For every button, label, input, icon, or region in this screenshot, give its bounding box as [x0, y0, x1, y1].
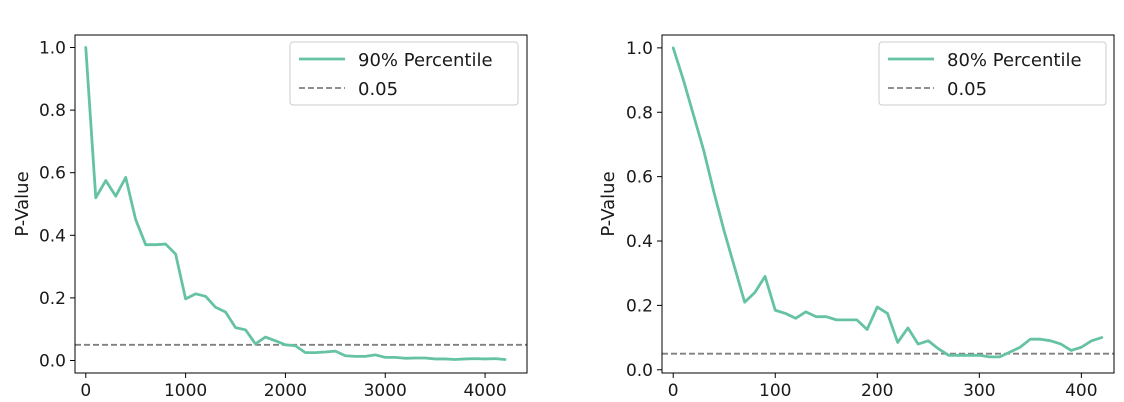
series-line: [671, 46, 1104, 359]
legend-reference-label: 0.05: [947, 79, 987, 100]
legend: 90% Percentile 0.05: [289, 41, 519, 106]
y-tick-label: 1.0: [39, 39, 66, 59]
x-tick-label: 300: [963, 381, 995, 401]
plot-frame: [661, 34, 1115, 374]
x-tick-label: 3000: [364, 381, 407, 401]
x-tick-label: 0: [80, 381, 91, 401]
series-line: [84, 46, 507, 361]
legend-series-label: 90% Percentile: [358, 50, 493, 71]
chart-panel-2: 0 100 200 300 400 0.0 0.2 0.4 0.6 0.8 1.0 P-Value 80…: [598, 34, 1115, 401]
x-tick-label: 100: [759, 381, 791, 401]
x-tick-label: 200: [861, 381, 893, 401]
y-tick-label: 0.0: [39, 351, 66, 371]
x-tick-label: 1000: [164, 381, 207, 401]
y-tick-label: 0.2: [626, 296, 653, 316]
legend: 80% Percentile 0.05: [878, 41, 1107, 106]
x-tick-label: 0: [668, 381, 679, 401]
legend-reference-label: 0.05: [358, 79, 398, 100]
x-tick-label: 4000: [463, 381, 506, 401]
y-tick-label: 0.8: [39, 101, 66, 121]
legend-box: [289, 41, 519, 106]
plot-frame: [74, 34, 528, 374]
legend-box: [878, 41, 1107, 106]
x-tick-label: 2000: [264, 381, 307, 401]
y-tick-label: 0.6: [626, 168, 653, 188]
y-axis-label: P-Value: [598, 171, 619, 236]
y-tick-label: 0.8: [626, 103, 653, 123]
y-axis-label: P-Value: [12, 171, 33, 236]
y-tick-label: 0.0: [626, 361, 653, 381]
y-tick-label: 0.4: [626, 232, 653, 252]
legend-series-label: 80% Percentile: [947, 50, 1082, 71]
y-tick-label: 0.6: [39, 164, 66, 184]
y-tick-label: 0.2: [39, 289, 66, 309]
y-tick-label: 0.4: [39, 226, 66, 246]
x-tick-label: 400: [1065, 381, 1097, 401]
chart-panel-1: 0 1000 2000 3000 4000 0.0 0.2 0.4 0.6 0.8 1.0 P-Val…: [12, 34, 528, 401]
y-tick-label: 1.0: [626, 39, 653, 59]
